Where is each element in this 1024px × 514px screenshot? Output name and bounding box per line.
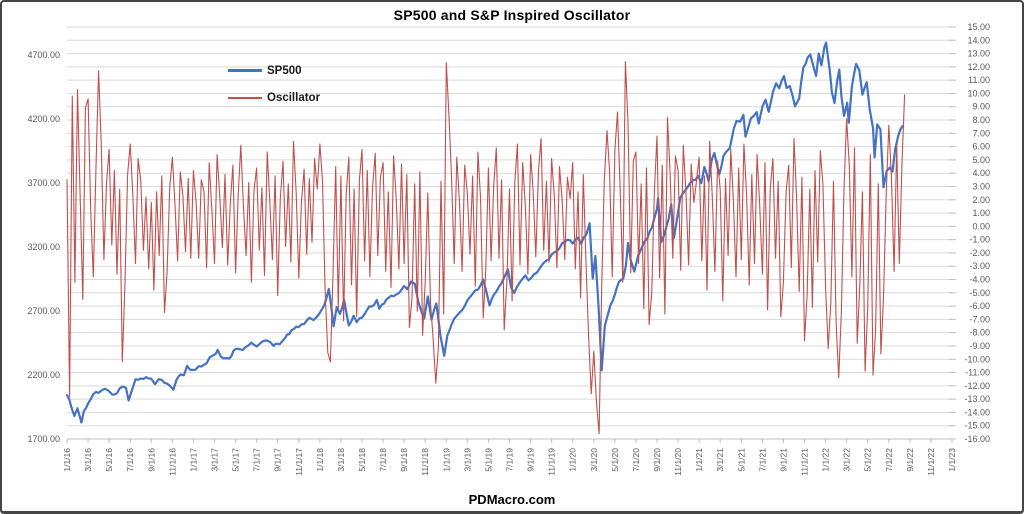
- sp500-line-swatch: [228, 69, 262, 72]
- x-tick-label: 11/1/20: [673, 448, 683, 476]
- primary-y-tick-label: 4200.00: [27, 114, 60, 124]
- secondary-y-axis: 15.00 14.00 13.00 12.00 11.00 10.00 9.00 8.00 7.…: [949, 22, 990, 444]
- x-tick-label: 1/1/17: [188, 448, 198, 472]
- secondary-y-tick-label: -15.00: [964, 421, 990, 431]
- x-tick-label: 1/1/16: [62, 448, 72, 472]
- legend-item-sp500: SP500: [228, 57, 320, 84]
- x-tick-label: 3/1/20: [589, 448, 599, 472]
- x-tick-label: 5/1/20: [610, 448, 620, 472]
- x-tick-label: 11/1/22: [926, 448, 936, 476]
- x-tick-label: 1/1/21: [694, 448, 704, 472]
- x-tick-label: 5/1/22: [863, 448, 873, 472]
- x-tick-label: 7/1/19: [505, 448, 515, 472]
- x-tick-label: 3/1/16: [83, 448, 93, 472]
- legend-label-oscillator: Oscillator: [267, 91, 321, 104]
- sp500-line: [65, 41, 904, 424]
- primary-y-tick-label: 2200.00: [27, 370, 60, 380]
- secondary-y-tick-label: -13.00: [964, 394, 990, 404]
- oscillator-line: [66, 61, 906, 435]
- secondary-y-tick-label: 11.00: [968, 75, 990, 85]
- chart-title: SP500 and S&P Inspired Oscillator: [393, 7, 631, 23]
- secondary-y-tick-label: -3.00: [969, 261, 990, 271]
- x-tick-label: 9/1/22: [905, 448, 915, 472]
- secondary-y-tick-label: -10.00: [964, 354, 990, 364]
- x-tick-label: 5/1/19: [483, 448, 493, 472]
- x-tick-label: 7/1/16: [125, 448, 135, 472]
- secondary-y-tick-label: 8.00: [972, 115, 990, 125]
- primary-y-tick-label: 2700.00: [27, 306, 60, 316]
- secondary-y-tick-label: -9.00: [969, 341, 990, 351]
- x-tick-label: 11/1/18: [420, 448, 430, 476]
- secondary-y-tick-label: -5.00: [969, 288, 990, 298]
- secondary-y-tick-label: 3.00: [972, 181, 990, 191]
- x-tick-label: 9/1/21: [778, 448, 788, 472]
- x-tick-label: 9/1/20: [652, 448, 662, 472]
- secondary-y-tick-label: -1.00: [969, 235, 990, 245]
- secondary-y-tick-label: 9.00: [972, 102, 990, 112]
- x-tick-label: 5/1/18: [357, 448, 367, 472]
- x-tick-label: 3/1/19: [462, 448, 472, 472]
- secondary-y-tick-label: 10.00: [967, 88, 990, 98]
- x-tick-label: 11/1/19: [547, 448, 557, 476]
- x-tick-label: 7/1/22: [884, 448, 894, 472]
- secondary-y-tick-label: -16.00: [964, 434, 990, 444]
- x-tick-label: 5/1/21: [736, 448, 746, 472]
- x-tick-label: 9/1/19: [526, 448, 536, 472]
- secondary-y-tick-label: 6.00: [972, 142, 990, 152]
- x-tick-label: 1/1/19: [441, 448, 451, 472]
- x-tick-label: 3/1/18: [336, 448, 346, 472]
- x-tick-label: 3/1/22: [842, 448, 852, 472]
- legend-label-sp500: SP500: [267, 64, 302, 77]
- secondary-y-tick-label: -6.00: [969, 301, 990, 311]
- x-axis: 1/1/16 3/1/16 5/1/16 7/1/16 9/1/16 11/1/16 1/1…: [62, 439, 957, 476]
- legend-item-oscillator: Oscillator: [228, 84, 320, 111]
- x-tick-label: 1/1/20: [568, 448, 578, 472]
- x-tick-label: 1/1/23: [947, 448, 957, 472]
- x-tick-label: 5/1/16: [104, 448, 114, 472]
- x-tick-label: 7/1/17: [252, 448, 262, 472]
- secondary-y-tick-label: -11.00: [965, 368, 990, 378]
- x-tick-label: 1/1/18: [315, 448, 325, 472]
- primary-y-tick-label: 4700.00: [27, 50, 60, 60]
- secondary-y-tick-label: 2.00: [972, 195, 990, 205]
- x-tick-label: 7/1/18: [378, 448, 388, 472]
- x-tick-label: 5/1/17: [231, 448, 241, 472]
- oscillator-line-swatch: [228, 96, 262, 99]
- secondary-y-tick-label: 4.00: [972, 168, 990, 178]
- secondary-y-tick-label: -4.00: [969, 275, 990, 285]
- x-tick-label: 7/1/20: [631, 448, 641, 472]
- x-tick-label: 11/1/17: [294, 448, 304, 476]
- x-tick-label: 9/1/16: [146, 448, 156, 472]
- secondary-y-tick-label: 14.00: [967, 35, 990, 45]
- secondary-y-tick-label: 12.00: [967, 62, 990, 72]
- secondary-y-tick-label: 0.00: [972, 221, 990, 231]
- x-tick-label: 7/1/21: [757, 448, 767, 472]
- primary-y-tick-label: 3700.00: [27, 178, 60, 188]
- x-tick-label: 11/1/16: [167, 448, 177, 476]
- primary-y-tick-label: 3200.00: [27, 242, 60, 252]
- x-tick-label: 1/1/22: [821, 448, 831, 472]
- secondary-y-tick-label: -8.00: [969, 328, 990, 338]
- secondary-y-tick-label: 15.00: [967, 22, 990, 32]
- x-tick-label: 3/1/21: [715, 448, 725, 472]
- secondary-y-tick-label: 7.00: [972, 128, 990, 138]
- primary-y-tick-label: 1700.00: [27, 434, 60, 444]
- secondary-y-tick-label: -2.00: [969, 248, 990, 258]
- legend: SP500 Oscillator: [228, 57, 320, 111]
- x-tick-label: 9/1/17: [273, 448, 283, 472]
- secondary-y-tick-label: -12.00: [964, 381, 990, 391]
- secondary-y-tick-label: -7.00: [969, 314, 990, 324]
- primary-y-axis: 4700.00 4200.00 3700.00 3200.00 2700.00 2200.…: [27, 50, 60, 444]
- chart-footer: PDMacro.com: [468, 492, 556, 507]
- secondary-y-tick-label: -14.00: [964, 407, 990, 417]
- secondary-y-tick-label: 1.00: [972, 208, 990, 218]
- secondary-y-tick-label: 13.00: [967, 49, 990, 59]
- secondary-y-tick-label: 5.00: [972, 155, 990, 165]
- x-tick-label: 9/1/18: [399, 448, 409, 472]
- x-tick-label: 3/1/17: [210, 448, 220, 472]
- x-tick-label: 11/1/21: [800, 448, 810, 476]
